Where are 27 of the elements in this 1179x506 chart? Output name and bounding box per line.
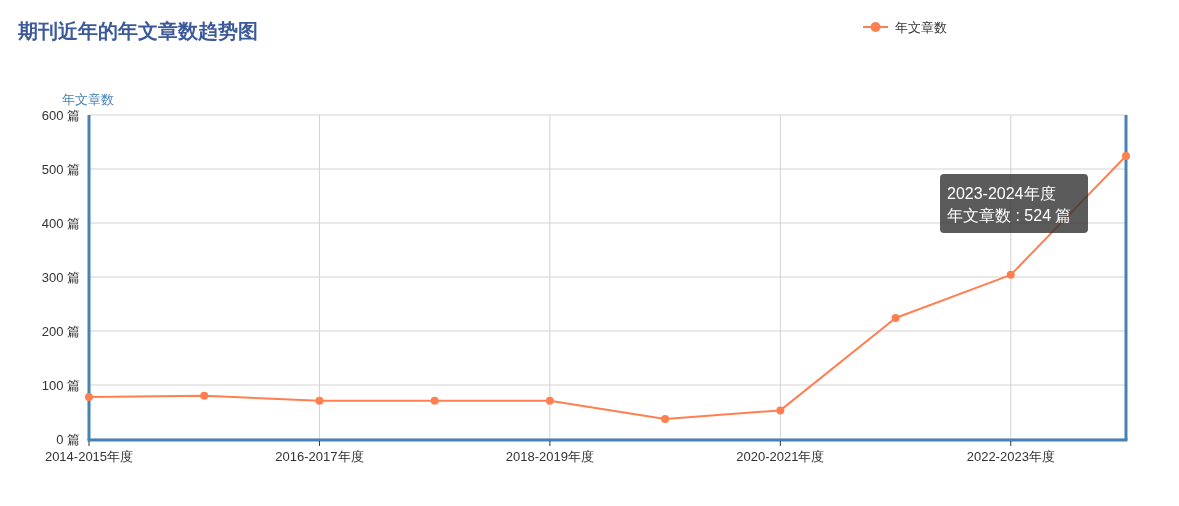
point	[1122, 152, 1130, 161]
x-tick-label: 2020-2021年度	[736, 448, 825, 464]
y-tick-label: 200 篇	[41, 323, 80, 339]
y-tick-label: 600 篇	[41, 107, 80, 123]
y-tick-label: 300 篇	[41, 269, 80, 285]
point	[891, 314, 900, 323]
point	[776, 406, 785, 415]
point	[661, 415, 670, 424]
point	[430, 396, 439, 405]
point	[545, 396, 554, 405]
x-tick-label: 2018-2019年度	[505, 448, 594, 464]
annotation: 2023-2024年度	[947, 184, 1056, 202]
y-tick-label: 100 篇	[41, 377, 80, 393]
y-axis-title: 年文章数	[62, 91, 114, 107]
x-tick-label: 2022-2023年度	[966, 448, 1055, 464]
y-tick-label: 0 篇	[56, 431, 80, 447]
point	[315, 396, 324, 405]
y-tick-label: 500 篇	[41, 161, 80, 177]
x-tick-label: 2014-2015年度	[44, 448, 134, 464]
point	[1006, 270, 1015, 279]
y-tick-label: 400 篇	[41, 215, 80, 231]
legend-label: 年文章数	[895, 19, 947, 35]
chart-title: 期刊近年的年文章数趋势图	[17, 20, 258, 42]
point	[200, 391, 209, 400]
annotation: 年文章数 : 524 篇	[947, 206, 1072, 224]
x-tick-label: 2016-2017年度	[275, 448, 364, 464]
point	[85, 392, 93, 401]
